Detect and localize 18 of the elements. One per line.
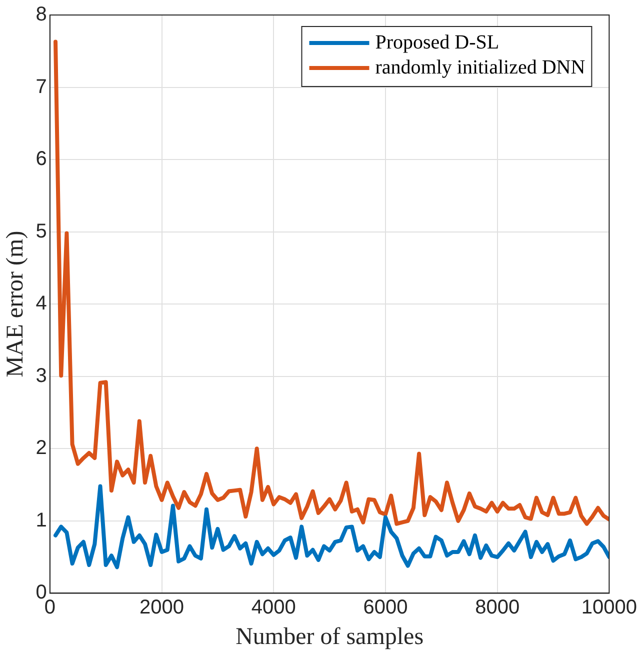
x-tick-label: 4000 bbox=[251, 596, 296, 619]
y-tick-label: 4 bbox=[36, 292, 47, 315]
y-tick-label: 2 bbox=[36, 437, 47, 460]
y-tick-label: 6 bbox=[36, 148, 47, 170]
x-tick-label: 6000 bbox=[363, 596, 408, 619]
x-tick-label: 2000 bbox=[140, 596, 184, 619]
y-axis-title: MAE error (m) bbox=[2, 230, 29, 378]
y-tick-label: 8 bbox=[36, 4, 47, 26]
y-tick-label: 7 bbox=[36, 76, 47, 98]
x-tick-label: 8000 bbox=[475, 596, 520, 619]
x-axis-title: Number of samples bbox=[236, 624, 424, 650]
y-tick-label: 5 bbox=[36, 220, 47, 242]
legend-label: randomly initialized DNN bbox=[375, 56, 586, 78]
y-tick-label: 3 bbox=[36, 364, 47, 387]
legend-label: Proposed D-SL bbox=[375, 31, 500, 54]
y-tick-label: 1 bbox=[36, 509, 47, 532]
x-tick-label: 10000 bbox=[581, 596, 638, 619]
y-tick-label: 0 bbox=[36, 582, 47, 604]
